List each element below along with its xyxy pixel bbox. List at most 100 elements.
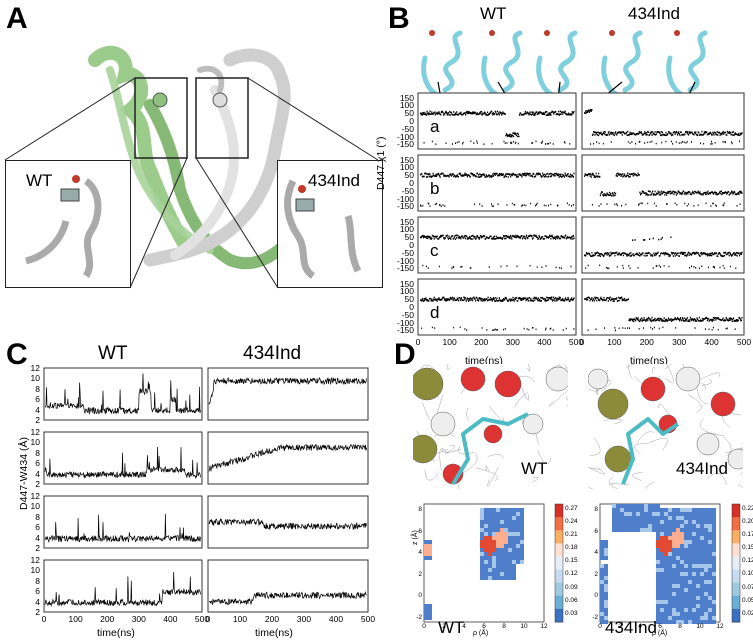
heat-cell (656, 540, 660, 544)
heat-cell (648, 508, 652, 512)
colorbar-segment (555, 582, 563, 597)
heat-cell (500, 556, 504, 560)
heat-cell (500, 576, 504, 580)
heat-cell (684, 596, 688, 600)
mesh-line (626, 364, 628, 365)
heat-cell (672, 568, 676, 572)
heat-cell (520, 552, 524, 556)
heat-cell (492, 568, 496, 572)
mesh-line (706, 472, 727, 485)
heat-cell (500, 536, 504, 540)
mesh-line (532, 477, 540, 483)
heat-cell (676, 560, 680, 564)
mesh-line (462, 454, 478, 474)
heat-cell (600, 564, 604, 568)
dihedral-trace (584, 172, 743, 207)
heat-cell (696, 536, 700, 540)
heat-cell (700, 600, 704, 604)
heat-cell (692, 604, 696, 608)
heat-cell (672, 616, 676, 620)
heat-cell (520, 532, 524, 536)
heat-cell (712, 600, 716, 604)
heat-cell (704, 540, 708, 544)
heat-cell (712, 552, 716, 556)
heat-cell (652, 512, 656, 516)
heat-cell (632, 528, 636, 532)
heat-cell (672, 588, 676, 592)
distance-plot-frame (43, 367, 203, 421)
mesh-line (466, 407, 469, 421)
heat-cell (668, 568, 672, 572)
d-heat-wt-label: WT (438, 618, 465, 637)
atom-sphere (430, 411, 456, 437)
heat-cell (484, 548, 488, 552)
heat-cell (684, 548, 688, 552)
heat-cell (704, 524, 708, 528)
heat-cell (600, 580, 604, 584)
heat-cell (488, 548, 492, 552)
atom-sphere (545, 366, 568, 392)
heat-cell (516, 552, 520, 556)
heat-cell (700, 512, 704, 516)
c-xtick: 200 (100, 614, 115, 624)
heat-cell (688, 528, 692, 532)
heat-cell (696, 600, 700, 604)
colorbar-segment (555, 556, 563, 571)
heat-cell (496, 516, 500, 520)
heat-cell (700, 548, 704, 552)
heat-cell (684, 584, 688, 588)
b-row-label: d (430, 302, 440, 322)
heat-cell (508, 556, 512, 560)
heat-cell (644, 512, 648, 516)
heat-cell (500, 548, 504, 552)
heat-cell (488, 560, 492, 564)
b-ytick: -50 (401, 123, 414, 134)
d-xtick: 12 (716, 623, 724, 630)
heat-cell (612, 528, 616, 532)
heat-cell (708, 516, 712, 520)
heat-cell (496, 560, 500, 564)
heat-cell (704, 584, 708, 588)
heat-cell (668, 612, 672, 616)
heat-cell (668, 596, 672, 600)
heat-cell (672, 576, 676, 580)
heat-cell (504, 528, 508, 532)
heat-cell (692, 608, 696, 612)
heat-cell (688, 616, 692, 620)
heat-cell (704, 600, 708, 604)
dihedral-trace (584, 296, 743, 332)
heat-cell (664, 536, 668, 540)
heat-cell (680, 556, 684, 560)
heat-cell (648, 512, 652, 516)
d-ytick: 6 (594, 527, 598, 535)
heat-cell (668, 576, 672, 580)
c-distance-plots (43, 367, 369, 613)
heat-cell (488, 532, 492, 536)
heat-cell (496, 544, 500, 548)
heat-cell (512, 548, 516, 552)
colorbar-tick: 0.24 (565, 518, 578, 526)
heat-cell (504, 540, 508, 544)
colorbar-frame (554, 503, 564, 623)
heat-cell (640, 520, 644, 524)
heat-cell (492, 520, 496, 524)
heat-cell (680, 588, 684, 592)
atom-sphere (675, 366, 701, 392)
heat-cell (680, 552, 684, 556)
heat-cell (496, 512, 500, 516)
heat-cell (660, 508, 664, 512)
heat-cell (668, 620, 672, 624)
d-ytick: 0 (594, 592, 598, 600)
heat-cell (712, 560, 716, 564)
heat-cell (492, 532, 496, 536)
heat-cell (708, 512, 712, 516)
c-ytick: 4 (35, 596, 40, 607)
mesh-line (588, 487, 594, 489)
heat-cell (500, 524, 504, 528)
b-xtick: 0 (415, 337, 421, 347)
heat-cell (428, 556, 432, 560)
d-render-434ind: 434Ind (588, 364, 743, 489)
heat-cell (680, 596, 684, 600)
heat-cell (600, 568, 604, 572)
heat-cell (664, 524, 668, 528)
